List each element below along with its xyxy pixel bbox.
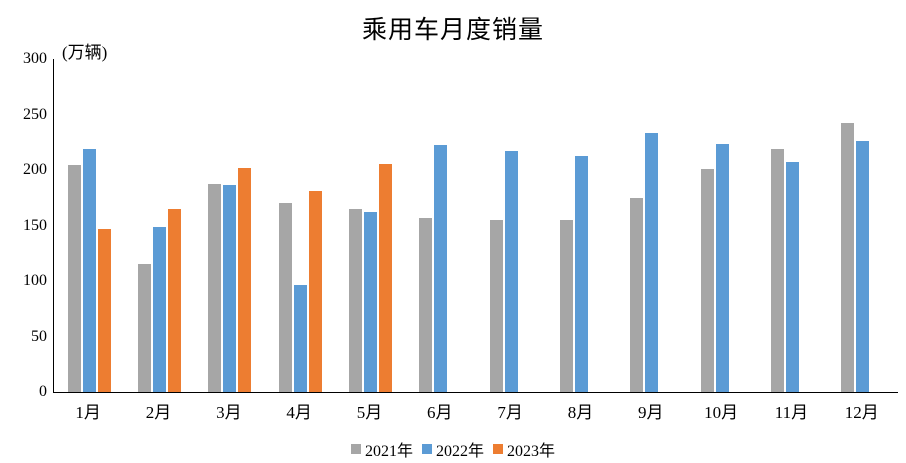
bar-2021年-6月	[419, 217, 433, 392]
bar-2022年-4月	[293, 284, 307, 392]
x-axis-labels: 1月 2月 3月 4月 5月 6月 7月 8月 9月 10月 11月 12月	[53, 398, 897, 423]
y-tick-label: 50	[31, 327, 47, 345]
x-tick-label-1月: 1月	[75, 403, 101, 422]
x-tick-label-6月: 6月	[427, 403, 453, 422]
x-tick-label-4月: 4月	[286, 403, 312, 422]
bar-2022年-8月	[574, 156, 588, 392]
bar-2022年-7月	[504, 150, 518, 392]
bar-group-5月	[335, 59, 405, 392]
bar-2021年-5月	[348, 209, 362, 392]
bar-2023年-3月	[238, 168, 252, 392]
bar-group-8月	[546, 59, 616, 392]
bar-2022年-10月	[715, 144, 729, 392]
legend-swatch-icon	[493, 444, 503, 454]
legend: 2021年 2022年 2023年	[0, 437, 906, 461]
bar-2023年-4月	[308, 190, 322, 392]
bar-group-6月	[406, 59, 476, 392]
bar-2021年-1月	[67, 165, 81, 392]
bar-group-7月	[476, 59, 546, 392]
bar-2021年-4月	[278, 202, 292, 392]
y-tick-label: 300	[23, 50, 47, 67]
x-tick-label-9月: 9月	[638, 403, 664, 422]
bar-2023年-5月	[378, 164, 392, 392]
bar-2022年-5月	[363, 211, 377, 392]
legend-swatch-icon	[350, 444, 361, 454]
y-axis-tick-labels: 0 50 100 150 200 250 300	[0, 0, 47, 463]
bar-2023年-2月	[167, 208, 181, 392]
bar-2023年-1月	[97, 228, 111, 392]
bar-2022年-3月	[223, 185, 237, 392]
plot-area	[53, 59, 898, 393]
bar-2021年-9月	[630, 197, 644, 392]
x-tick-label-2月: 2月	[145, 403, 172, 422]
y-axis-unit-label: (万辆)	[62, 43, 108, 62]
bar-group-4月	[265, 59, 335, 392]
legend-item-2021年: 2021年	[350, 437, 413, 461]
x-tick-label-7月: 7月	[497, 403, 523, 422]
bar-2022年-1月	[82, 149, 96, 392]
bar-2021年-10月	[700, 169, 714, 392]
bar-2022年-6月	[434, 145, 448, 392]
bar-2021年-8月	[559, 219, 573, 392]
bar-2021年-11月	[770, 148, 784, 392]
x-tick-label-5月: 5月	[356, 403, 383, 422]
bar-group-1月	[54, 59, 124, 392]
bar-group-12月	[828, 59, 898, 392]
legend-item-2022年: 2022年	[421, 437, 484, 461]
x-tick-label-12月: 12月	[844, 403, 879, 422]
bar-2022年-12月	[856, 140, 870, 392]
bar-2021年-2月	[137, 263, 151, 392]
bar-group-9月	[617, 59, 687, 392]
bar-group-10月	[687, 59, 757, 392]
legend-label: 2021年	[364, 443, 413, 460]
legend-swatch-icon	[421, 444, 432, 454]
x-tick-label-8月: 8月	[567, 403, 594, 422]
bar-2022年-9月	[645, 133, 659, 392]
bar-group-11月	[757, 59, 827, 392]
y-tick-label: 250	[23, 105, 47, 123]
x-tick-label-3月: 3月	[216, 403, 242, 422]
bar-2022年-2月	[152, 226, 166, 392]
chart-title: 乘用车月度销量	[361, 17, 544, 44]
bar-2021年-12月	[841, 123, 855, 392]
legend-label: 2022年	[435, 443, 484, 460]
bar-group-2月	[124, 59, 194, 392]
y-tick-label: 200	[23, 161, 47, 178]
bar-group-3月	[195, 59, 265, 392]
y-tick-label: 150	[23, 216, 47, 234]
bar-2021年-7月	[489, 219, 503, 392]
x-tick-label-11月: 11月	[774, 403, 809, 422]
y-tick-label: 0	[39, 383, 47, 400]
bar-2022年-11月	[785, 161, 799, 392]
y-tick-label: 100	[23, 272, 47, 289]
x-tick-label-10月: 10月	[704, 403, 739, 422]
legend-item-2023年: 2023年	[493, 437, 555, 461]
legend-label: 2023年	[507, 443, 556, 460]
bar-2021年-3月	[208, 184, 222, 392]
